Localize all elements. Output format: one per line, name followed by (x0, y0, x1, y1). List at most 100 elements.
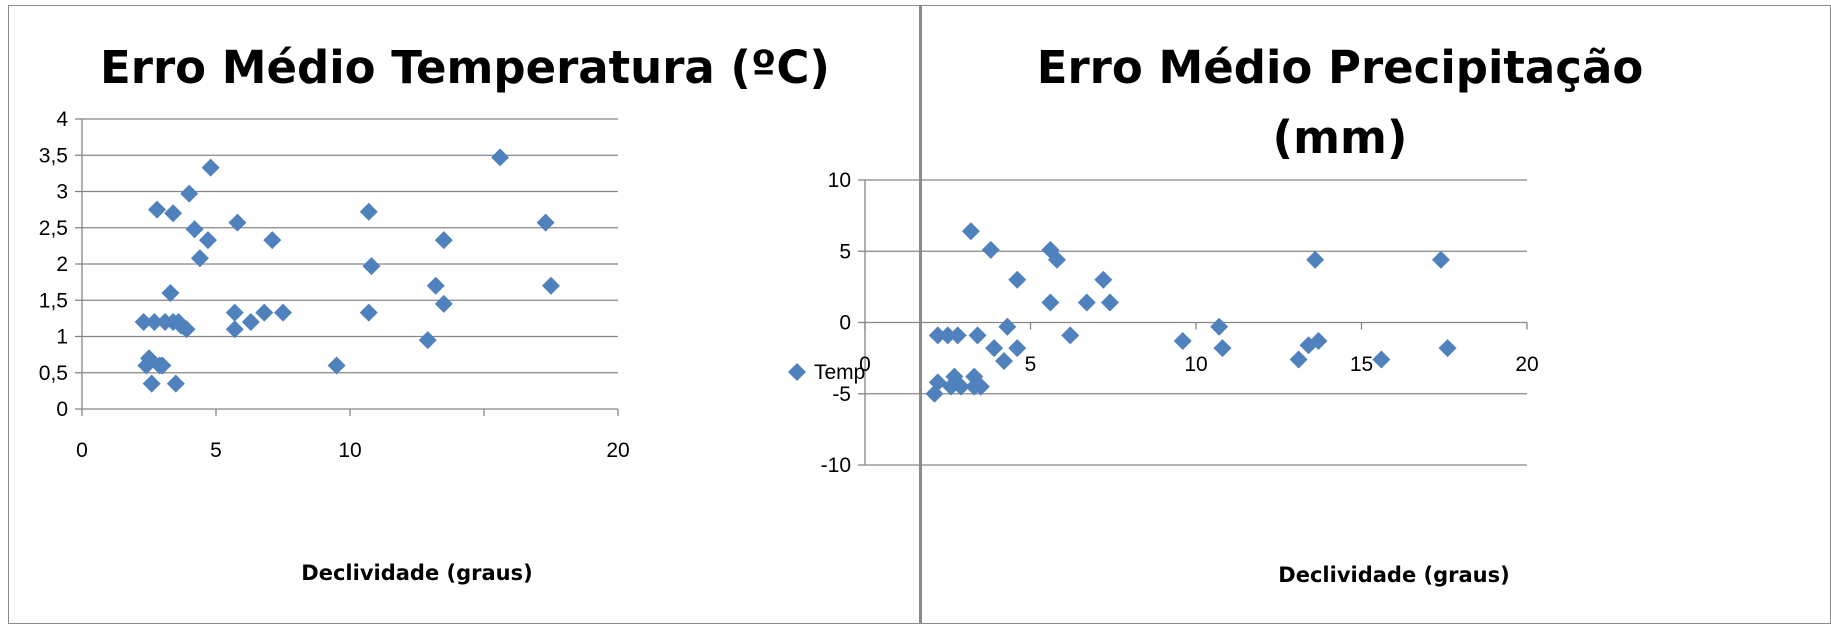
data-points (925, 222, 1457, 403)
y-axis-tick-labels: -10 -5 0 5 10 (821, 169, 851, 477)
x-tick-label: 0 (859, 353, 871, 376)
chart-title-line-2: (mm) (1273, 111, 1408, 164)
y-tick-label: 1,5 (39, 289, 68, 312)
y-tick-label: -5 (832, 383, 851, 406)
data-point (434, 231, 453, 250)
y-tick-label: 0 (56, 398, 68, 421)
data-point (1077, 293, 1096, 312)
y-tick-label: 0,5 (39, 362, 68, 385)
data-point (1372, 350, 1391, 369)
data-point (925, 384, 944, 403)
data-point (164, 204, 183, 223)
data-point (185, 220, 204, 239)
gridlines (858, 179, 1528, 466)
data-point (1008, 270, 1027, 289)
data-point (142, 374, 161, 393)
data-point (359, 202, 378, 221)
data-point (263, 231, 282, 250)
data-point (225, 303, 244, 322)
data-point (166, 374, 185, 393)
precipitation-chart: Erro Médio Precipitação (mm) -10 -5 0 5 10 0… (821, 41, 1644, 587)
y-tick-label: 0 (839, 312, 851, 335)
data-point (145, 313, 164, 331)
temperature-chart: Erro Médio Temperatura (ºC) 0 0,5 1 1,5 2 2,5… (39, 41, 866, 585)
data-point (426, 276, 445, 295)
data-point (995, 351, 1014, 370)
data-point (327, 356, 346, 375)
x-axis-label: Declividade (graus) (1278, 563, 1509, 587)
data-point (434, 294, 453, 313)
data-point (134, 313, 153, 331)
chart-title: Erro Médio Temperatura (ºC) (100, 41, 830, 94)
x-tick-label: 20 (1515, 353, 1538, 376)
data-point (418, 331, 437, 350)
gridlines (75, 118, 619, 416)
y-axis-tick-labels: 0 0,5 1 1,5 2 2,5 3 3,5 4 (39, 108, 69, 421)
legend-label: Temp (814, 361, 865, 384)
y-tick-label: 3,5 (39, 144, 68, 167)
data-point (938, 326, 957, 345)
data-point (180, 184, 199, 203)
data-point (362, 257, 381, 276)
temperature-chart-panel: Erro Médio Temperatura (ºC) 0 0,5 1 1,5 2 2,5… (8, 5, 920, 624)
data-point (1100, 293, 1119, 312)
y-tick-label: 4 (56, 108, 68, 131)
x-tick-label: 15 (1350, 353, 1373, 376)
data-point (1309, 332, 1328, 351)
data-point (1041, 293, 1060, 312)
data-point (148, 200, 167, 219)
y-tick-label: -10 (821, 454, 851, 477)
precipitation-chart-panel: Erro Médio Precipitação (mm) -10 -5 0 5 10 0… (821, 5, 1831, 624)
y-tick-label: 5 (839, 240, 851, 263)
data-point (359, 303, 378, 322)
data-point (961, 222, 980, 241)
y-tick-label: 1 (56, 326, 68, 349)
data-point (225, 320, 244, 339)
data-point (1306, 250, 1325, 269)
data-point (928, 373, 947, 392)
data-point (153, 356, 172, 375)
data-point (985, 339, 1004, 358)
data-point (998, 317, 1017, 336)
data-point (1299, 336, 1318, 355)
y-tick-label: 2,5 (39, 217, 68, 240)
chart-title-line-1: Erro Médio Precipitação (1037, 41, 1644, 94)
x-tick-label: 10 (338, 439, 361, 462)
data-point (1213, 339, 1232, 358)
x-tick-label: 5 (210, 439, 222, 462)
x-axis-label: Declividade (graus) (301, 561, 532, 585)
y-tick-label: 3 (56, 181, 68, 204)
data-point (951, 377, 970, 396)
data-point (1008, 339, 1027, 358)
x-axis-tick-labels: 0 5 10 15 20 (859, 353, 1539, 376)
x-axis-tick-labels: 0 5 10 20 (76, 439, 630, 462)
data-point (971, 377, 990, 396)
legend-marker-diamond-icon (788, 363, 806, 381)
data-point (536, 213, 555, 232)
data-point (198, 231, 217, 250)
data-point (161, 284, 180, 302)
data-point (1061, 326, 1080, 345)
data-point (177, 320, 196, 339)
data-point (1289, 350, 1308, 369)
y-tick-label: 2 (56, 253, 68, 276)
data-point (928, 326, 947, 345)
data-point (228, 213, 247, 232)
y-tick-label: 10 (828, 169, 851, 192)
data-point (968, 326, 987, 345)
data-point (948, 326, 967, 345)
data-point (1173, 332, 1192, 351)
data-point (201, 158, 220, 177)
x-tick-label: 5 (1025, 353, 1037, 376)
data-points (134, 148, 560, 393)
x-tick-label: 20 (606, 439, 629, 462)
data-point (1210, 317, 1229, 336)
data-point (981, 240, 1000, 259)
data-point (255, 303, 274, 322)
data-point (241, 313, 260, 331)
data-point (491, 148, 510, 167)
legend: Temp (788, 361, 865, 384)
x-tick-label: 0 (76, 439, 88, 462)
data-point (1094, 270, 1113, 289)
data-point (1431, 250, 1450, 269)
